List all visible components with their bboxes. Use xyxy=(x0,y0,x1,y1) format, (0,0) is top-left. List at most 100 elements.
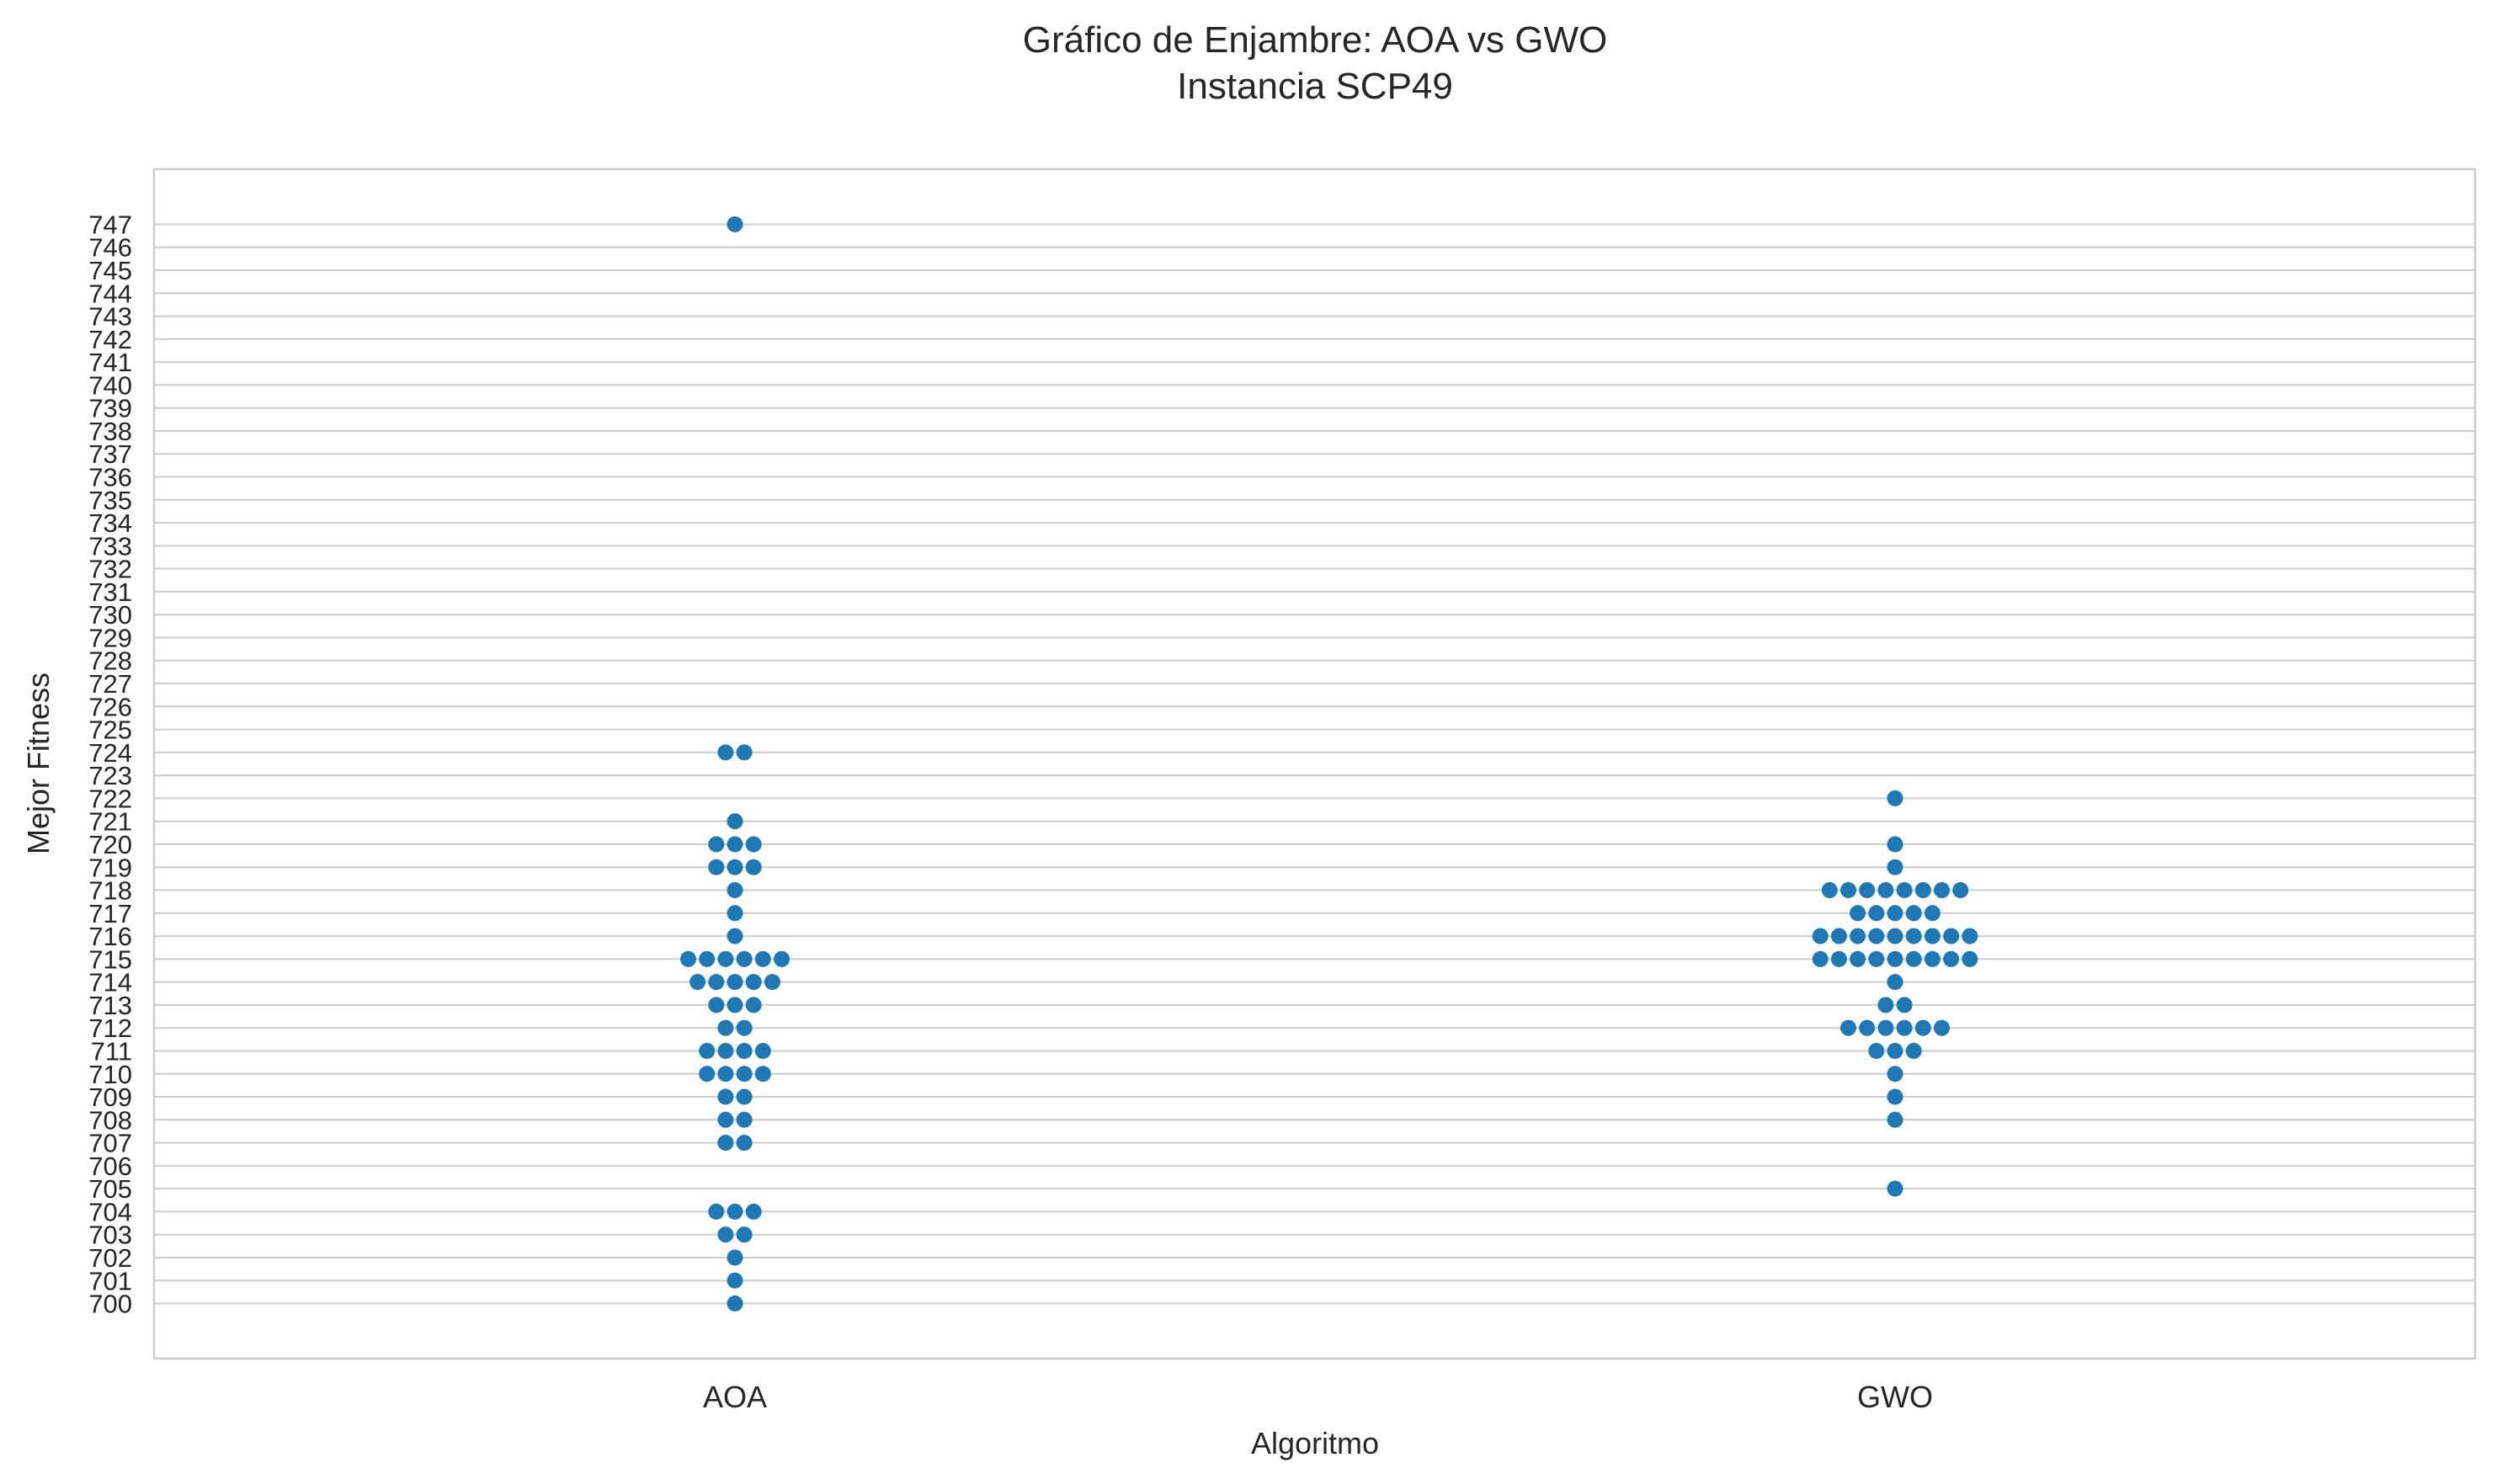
data-point-gwo xyxy=(1905,905,1922,922)
chart-subtitle: Instancia SCP49 xyxy=(1177,66,1453,107)
data-point-gwo xyxy=(1850,928,1866,944)
data-point-gwo xyxy=(1859,1019,1876,1036)
y-tick-label: 729 xyxy=(88,623,132,652)
data-point-gwo xyxy=(1934,1019,1950,1036)
y-tick-label: 700 xyxy=(88,1290,132,1319)
data-point-aoa xyxy=(736,1135,753,1152)
data-point-aoa xyxy=(727,1272,743,1289)
data-point-gwo xyxy=(1924,950,1941,967)
plot-frame xyxy=(152,168,2477,1360)
y-tick-label: 741 xyxy=(88,348,132,377)
data-point-aoa xyxy=(717,1135,734,1152)
y-tick-label: 719 xyxy=(88,853,132,882)
y-tick-label: 713 xyxy=(88,991,132,1020)
data-point-gwo xyxy=(1943,928,1960,944)
y-tick-label: 715 xyxy=(88,944,132,974)
data-point-aoa xyxy=(736,1088,753,1105)
data-point-gwo xyxy=(1896,882,1913,899)
data-point-aoa xyxy=(708,859,725,875)
data-point-aoa xyxy=(754,1066,771,1082)
y-tick-label: 733 xyxy=(88,531,132,561)
y-tick-label: 745 xyxy=(88,256,132,285)
data-point-gwo xyxy=(1887,1066,1903,1082)
data-point-aoa xyxy=(727,836,743,853)
y-tick-label: 728 xyxy=(88,646,132,676)
data-point-gwo xyxy=(1962,928,1978,944)
y-tick-label: 721 xyxy=(88,807,132,837)
data-point-gwo xyxy=(1887,1088,1903,1105)
y-tick-label: 718 xyxy=(88,876,132,906)
y-tick-label: 725 xyxy=(88,715,132,745)
y-tick-label: 724 xyxy=(88,738,132,768)
data-point-gwo xyxy=(1887,859,1903,875)
y-gridlines xyxy=(154,223,2475,1305)
y-tick-labels: 7007017027037047057067077087097107117127… xyxy=(88,210,132,1318)
y-tick-label: 705 xyxy=(88,1174,132,1204)
x-tick-labels: AOA GWO xyxy=(703,1380,1933,1414)
data-point-aoa xyxy=(754,950,771,967)
y-tick-label: 737 xyxy=(88,439,132,469)
y-tick-label: 709 xyxy=(88,1082,132,1112)
data-point-aoa xyxy=(727,928,743,944)
data-point-aoa xyxy=(717,1088,734,1105)
data-point-gwo xyxy=(1830,950,1847,967)
y-tick-label: 747 xyxy=(88,210,132,239)
data-point-gwo xyxy=(1887,1042,1903,1059)
data-point-aoa xyxy=(745,997,762,1013)
data-point-gwo xyxy=(1934,882,1950,899)
x-tick-label: AOA xyxy=(703,1380,767,1414)
y-tick-label: 704 xyxy=(88,1197,132,1226)
y-tick-label: 722 xyxy=(88,784,132,813)
y-tick-label: 712 xyxy=(88,1013,132,1043)
data-point-gwo xyxy=(1868,928,1885,944)
data-point-aoa xyxy=(736,1226,753,1243)
y-tick-label: 730 xyxy=(88,600,132,630)
y-tick-label: 720 xyxy=(88,830,132,859)
data-point-aoa xyxy=(717,950,734,967)
data-point-gwo xyxy=(1868,905,1885,922)
data-point-gwo xyxy=(1952,882,1969,899)
y-tick-label: 738 xyxy=(88,417,132,446)
data-point-aoa xyxy=(727,859,743,875)
data-point-gwo xyxy=(1850,905,1866,922)
y-tick-label: 746 xyxy=(88,233,132,263)
y-tick-label: 742 xyxy=(88,325,132,354)
data-point-gwo xyxy=(1859,882,1876,899)
data-point-aoa xyxy=(727,1249,743,1266)
data-point-gwo xyxy=(1905,928,1922,944)
data-point-aoa xyxy=(708,997,725,1013)
x-tick-label: GWO xyxy=(1857,1380,1933,1414)
data-point-aoa xyxy=(736,1066,753,1082)
data-point-gwo xyxy=(1877,1019,1894,1036)
data-point-aoa xyxy=(736,1042,753,1059)
y-tick-label: 716 xyxy=(88,922,132,951)
data-point-aoa xyxy=(699,950,716,967)
data-point-gwo xyxy=(1877,997,1894,1013)
data-point-gwo xyxy=(1877,882,1894,899)
data-point-gwo xyxy=(1868,950,1885,967)
data-point-aoa xyxy=(717,1042,734,1059)
y-tick-label: 710 xyxy=(88,1060,132,1089)
data-point-aoa xyxy=(717,1019,734,1036)
data-point-aoa xyxy=(727,1203,743,1220)
y-axis-label: Mejor Fitness xyxy=(21,673,56,854)
data-point-aoa xyxy=(717,744,734,761)
y-tick-label: 703 xyxy=(88,1221,132,1250)
y-tick-label: 743 xyxy=(88,302,132,332)
data-point-gwo xyxy=(1887,905,1903,922)
data-point-aoa xyxy=(736,744,753,761)
data-point-aoa xyxy=(717,1111,734,1128)
data-point-gwo xyxy=(1887,928,1903,944)
data-point-aoa xyxy=(727,882,743,899)
y-tick-label: 701 xyxy=(88,1266,132,1295)
y-tick-label: 717 xyxy=(88,899,132,928)
data-point-gwo xyxy=(1887,1180,1903,1197)
data-point-aoa xyxy=(699,1042,716,1059)
y-tick-label: 732 xyxy=(88,555,132,584)
data-point-gwo xyxy=(1896,997,1913,1013)
data-point-aoa xyxy=(754,1042,771,1059)
data-point-gwo xyxy=(1905,950,1922,967)
data-point-aoa xyxy=(745,859,762,875)
data-point-aoa xyxy=(727,974,743,991)
data-point-aoa xyxy=(764,974,780,991)
